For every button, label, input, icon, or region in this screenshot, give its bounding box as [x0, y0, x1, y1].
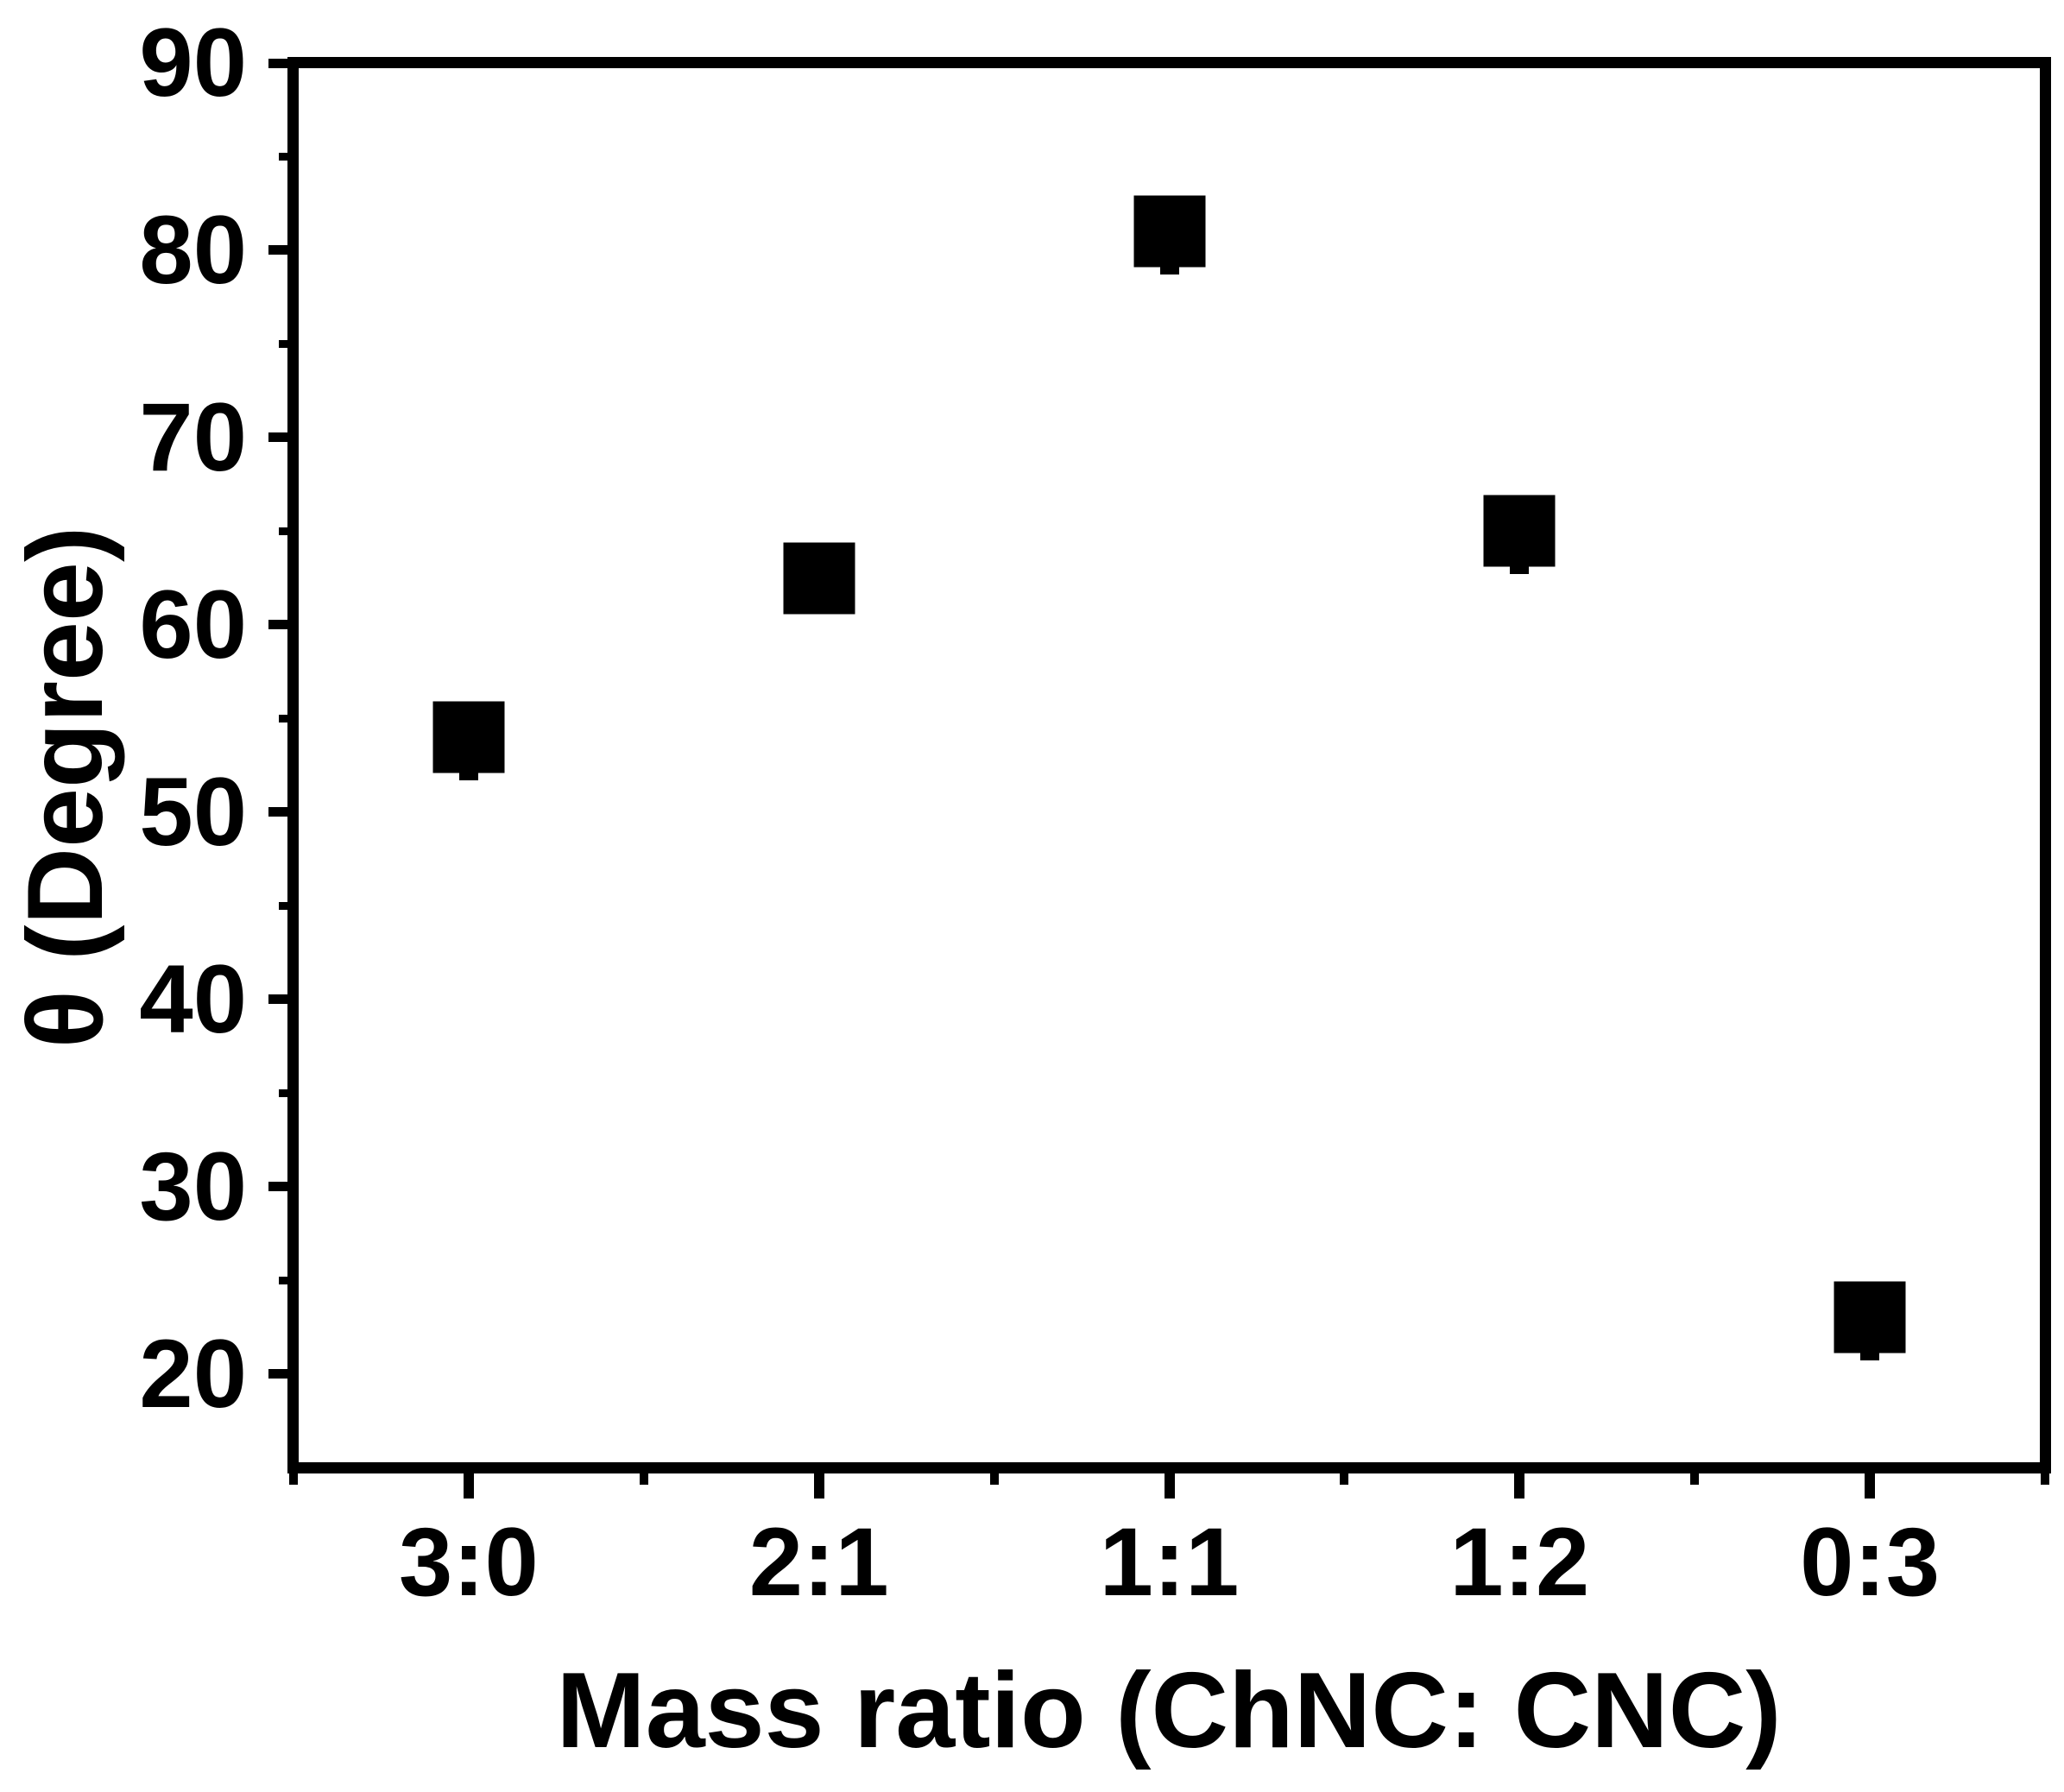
y-major-tick: [268, 994, 295, 1005]
error-bar-cap: [1510, 565, 1530, 575]
y-tick-label: 40: [139, 944, 247, 1053]
y-tick-label: 30: [139, 1132, 247, 1240]
x-minor-tick: [989, 1467, 999, 1485]
x-tick-label: 3:0: [398, 1508, 539, 1616]
x-minor-tick: [639, 1467, 648, 1485]
data-point-marker: [1483, 495, 1556, 567]
y-major-tick: [268, 245, 295, 256]
x-minor-tick: [1690, 1467, 1700, 1485]
y-major-tick: [268, 1369, 295, 1379]
data-point-marker: [432, 701, 505, 773]
x-major-tick: [463, 1467, 474, 1499]
y-minor-tick: [279, 901, 295, 910]
y-minor-tick: [279, 714, 295, 722]
y-minor-tick: [279, 339, 295, 348]
y-tick-label: 70: [139, 382, 247, 491]
x-tick-label: 1:1: [1099, 1508, 1240, 1616]
y-tick-label: 80: [139, 195, 247, 304]
error-bar-cap: [458, 771, 478, 780]
y-minor-tick: [279, 1088, 295, 1097]
data-point-marker: [1133, 195, 1205, 268]
y-major-tick: [268, 432, 295, 443]
y-major-tick: [268, 1182, 295, 1192]
y-major-tick: [268, 58, 295, 68]
error-bar-cap: [1860, 1352, 1880, 1361]
x-tick-label: 0:3: [1800, 1508, 1941, 1616]
x-major-tick: [1865, 1467, 1876, 1499]
x-minor-tick: [2041, 1467, 2049, 1485]
x-axis-title: Mass ratio (ChNC: CNC): [556, 1651, 1782, 1770]
y-minor-tick: [279, 527, 295, 535]
y-tick-label: 20: [139, 1319, 247, 1428]
x-minor-tick: [289, 1467, 298, 1485]
x-tick-label: 1:2: [1449, 1508, 1590, 1616]
y-tick-label: 60: [139, 570, 247, 678]
plot-frame: [287, 57, 2051, 1473]
x-major-tick: [813, 1467, 824, 1499]
x-minor-tick: [1340, 1467, 1349, 1485]
y-minor-tick: [279, 1276, 295, 1284]
data-point-marker: [1834, 1281, 1906, 1353]
y-tick-label: 50: [139, 757, 247, 866]
data-point-marker: [783, 542, 855, 615]
x-major-tick: [1164, 1467, 1175, 1499]
x-tick-label: 2:1: [748, 1508, 889, 1616]
y-minor-tick: [279, 152, 295, 161]
y-major-tick: [268, 807, 295, 817]
x-major-tick: [1514, 1467, 1525, 1499]
y-major-tick: [268, 620, 295, 630]
y-tick-label: 90: [139, 9, 247, 117]
error-bar-cap: [1159, 266, 1179, 275]
